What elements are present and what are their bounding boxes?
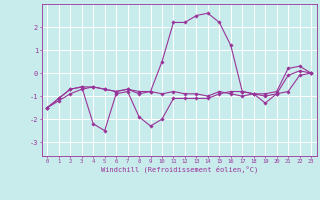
X-axis label: Windchill (Refroidissement éolien,°C): Windchill (Refroidissement éolien,°C) — [100, 166, 258, 173]
